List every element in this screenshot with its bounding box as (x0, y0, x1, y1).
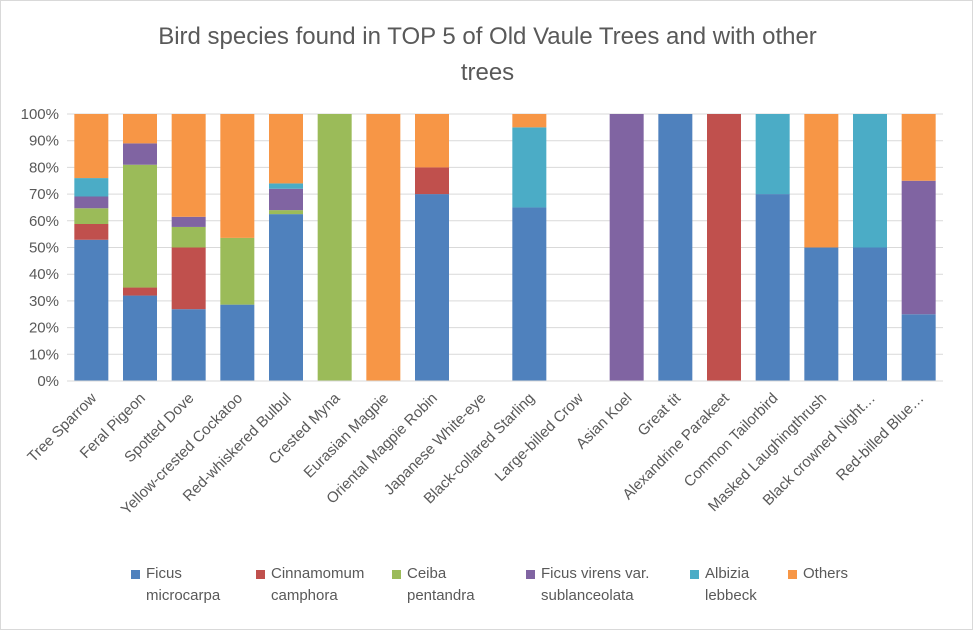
bar-segment (123, 164, 157, 288)
bar-segment (415, 114, 449, 168)
bar-segment (171, 309, 206, 381)
bar-segment (74, 114, 109, 179)
bar-segment (512, 207, 547, 381)
legend-label-ficus-microcarpa: Ficus microcarpa (146, 565, 221, 604)
bar-segment (366, 114, 401, 381)
legend-label-cinnamomum-camphora: Cinnamomum camphora (271, 565, 365, 604)
legend-swatch-ficus-microcarpa (131, 570, 140, 579)
chart-title-line-2: trees (460, 59, 515, 86)
x-tick-label: Large-billed Crow (492, 390, 587, 485)
bar-segment (415, 167, 449, 195)
y-tick-label: 40% (29, 266, 59, 283)
bar-segment (853, 114, 887, 248)
bar-segment (269, 114, 303, 184)
legend-label-others: Others (803, 565, 849, 582)
legend-swatch-ficus-virens (526, 570, 535, 579)
bar-segment (74, 239, 109, 381)
legend-swatch-others (788, 570, 797, 579)
bar-segment (658, 114, 693, 381)
legend: Ficus microcarpa Cinnamomum camphora Cei… (1, 563, 973, 623)
legend-swatch-ceiba-pentandra (392, 570, 401, 579)
legend-item-others: Others (788, 563, 848, 585)
y-tick-label: 100% (21, 106, 59, 123)
bar-segment (609, 114, 644, 381)
bar-segment (74, 208, 109, 225)
bar-segment (901, 180, 936, 315)
legend-item-albizia-lebbeck: Albizia lebbeck (690, 563, 757, 607)
bar-segment (74, 224, 109, 240)
bar-segment (123, 114, 157, 144)
legend-item-cinnamomum-camphora: Cinnamomum camphora (256, 563, 364, 607)
y-tick-label: 90% (29, 133, 59, 150)
y-tick-label: 20% (29, 320, 59, 337)
x-tick-label: Red-billed Blue… (833, 390, 928, 485)
chart-title: Bird species found in TOP 5 of Old Vaule… (1, 19, 973, 91)
bar-segment (220, 304, 255, 381)
legend-item-ficus-virens: Ficus virens var. sublanceolata (526, 563, 649, 607)
bar-segment (512, 127, 547, 208)
bar-segment (269, 210, 303, 215)
bar-segment (804, 114, 839, 248)
y-tick-label: 10% (29, 346, 59, 363)
legend-swatch-albizia-lebbeck (690, 570, 699, 579)
bar-segment (707, 114, 741, 381)
bar-segment (755, 194, 790, 381)
y-tick-label: 80% (29, 159, 59, 176)
bar-segment (123, 143, 157, 165)
bar-segment (171, 114, 206, 217)
bar-segment (74, 178, 109, 197)
x-tick-label: Great tit (634, 389, 684, 439)
bar-segment (415, 194, 449, 381)
y-tick-label: 70% (29, 186, 59, 203)
bar-segment (123, 287, 157, 296)
bar-segment (171, 226, 206, 248)
legend-item-ficus-microcarpa: Ficus microcarpa (131, 563, 220, 607)
y-tick-label: 60% (29, 213, 59, 230)
legend-swatch-cinnamomum-camphora (256, 570, 265, 579)
bar-segment (901, 114, 936, 181)
y-tick-label: 0% (37, 373, 59, 390)
bar-segment (755, 114, 790, 195)
bar-segment (269, 188, 303, 211)
bar-segment (804, 247, 839, 381)
bar-segment (171, 216, 206, 227)
bar-segment (269, 214, 303, 381)
bar-segment (220, 114, 255, 238)
bar-segment (74, 196, 109, 209)
legend-label-ceiba-pentandra: Ceiba pentandra (407, 565, 475, 604)
bar-segment (853, 247, 887, 381)
bar-segment (317, 114, 352, 381)
bar-segment (220, 237, 255, 305)
bar-segment (269, 183, 303, 189)
legend-label-albizia-lebbeck: Albizia lebbeck (705, 565, 757, 604)
x-tick-label: Eurasian Magpie (301, 390, 393, 482)
y-tick-label: 30% (29, 293, 59, 310)
legend-label-ficus-virens: Ficus virens var. sublanceolata (541, 565, 650, 604)
legend-item-ceiba-pentandra: Ceiba pentandra (392, 563, 475, 607)
bar-segment (901, 314, 936, 381)
bar-segment (512, 114, 547, 128)
bar-segment (171, 247, 206, 310)
chart-title-line-1: Bird species found in TOP 5 of Old Vaule… (158, 23, 817, 50)
y-tick-label: 50% (29, 240, 59, 257)
bar-segment (123, 295, 157, 381)
